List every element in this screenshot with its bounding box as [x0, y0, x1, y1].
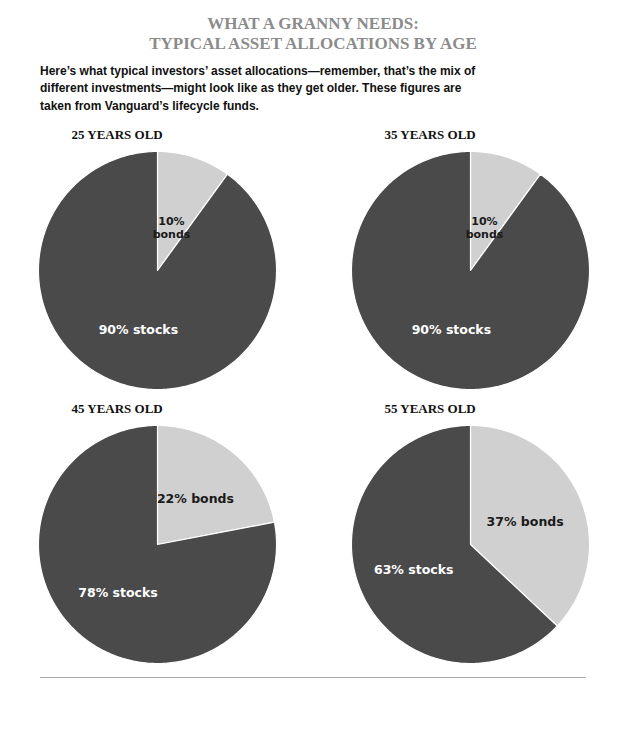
- svg-text:90% stocks: 90% stocks: [98, 322, 177, 337]
- svg-text:10%bonds: 10%bonds: [465, 215, 503, 241]
- svg-text:78% stocks: 78% stocks: [78, 585, 157, 600]
- html-text:45 YEARS OLD: 45 YEARS OLD: [71, 401, 163, 417]
- html-text:25 YEARS OLD: 25 YEARS OLD: [71, 127, 163, 143]
- svg-text:90% stocks: 90% stocks: [411, 322, 490, 337]
- html-text:Here’s what typical investors’: Here’s what typical investors’ asset all…: [40, 64, 476, 113]
- html-text:35 YEARS OLD: 35 YEARS OLD: [384, 127, 476, 143]
- html-text:WHAT A GRANNY NEEDS: TYPICAL A: WHAT A GRANNY NEEDS: TYPICAL ASSET ALLOC…: [149, 14, 477, 53]
- svg-text:63% stocks: 63% stocks: [373, 562, 452, 577]
- svg-text:10%bonds: 10%bonds: [152, 215, 190, 241]
- svg-text:37% bonds: 37% bonds: [486, 514, 563, 529]
- svg-text:22% bonds: 22% bonds: [156, 492, 233, 507]
- html-text:55 YEARS OLD: 55 YEARS OLD: [384, 401, 476, 417]
